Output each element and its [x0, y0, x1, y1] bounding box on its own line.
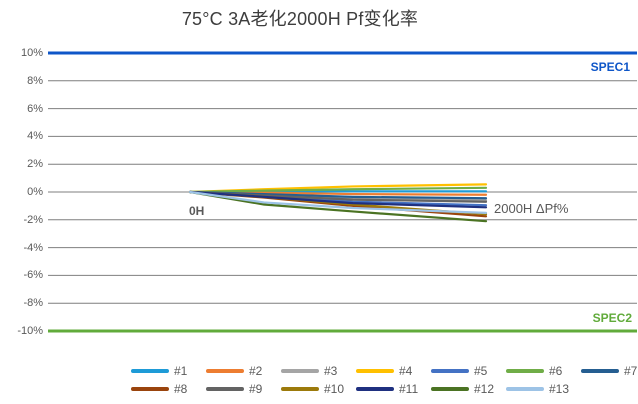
legend-marker-icon — [131, 387, 169, 391]
y-axis-label--2%: -2% — [23, 213, 43, 226]
y-axis-label-6%: 6% — [27, 102, 43, 115]
legend-item-num2: #2 — [206, 364, 281, 378]
legend-marker-icon — [356, 369, 394, 373]
legend-item-num11: #11 — [356, 382, 431, 396]
legend-label: #6 — [549, 364, 563, 378]
legend-marker-icon — [431, 369, 469, 373]
legend-label: #8 — [174, 382, 188, 396]
legend-marker-icon — [356, 387, 394, 391]
legend: #1 #2 #3 #4 #5 #6 #7 #8 #9 #10 #11 #12 #13 — [0, 362, 638, 398]
legend-label: #1 — [174, 364, 188, 378]
legend-item-num12: #12 — [431, 382, 506, 396]
legend-label: #11 — [399, 382, 419, 396]
legend-marker-icon — [131, 369, 169, 373]
legend-item-num13: #13 — [506, 382, 581, 396]
legend-label: #12 — [474, 382, 495, 396]
series-line-num13 — [188, 190, 488, 214]
legend-marker-icon — [206, 387, 244, 391]
legend-item-num4: #4 — [356, 364, 431, 378]
legend-label: #5 — [474, 364, 488, 378]
legend-label: #10 — [324, 382, 345, 396]
legend-item-num3: #3 — [281, 364, 356, 378]
legend-marker-icon — [506, 387, 544, 391]
legend-item-num6: #6 — [506, 364, 581, 378]
y-axis-label-4%: 4% — [27, 130, 43, 143]
y-axis-label--8%: -8% — [23, 297, 43, 310]
y-axis-label-0%: 0% — [27, 186, 43, 198]
legend-item-num10: #10 — [281, 382, 356, 396]
legend-marker-icon — [206, 369, 244, 373]
legend-marker-icon — [281, 369, 319, 373]
series-line-num11 — [188, 190, 488, 209]
legend-label: #3 — [324, 364, 338, 378]
spec2-label: SPEC2 — [592, 311, 632, 325]
y-axis-label--4%: -4% — [23, 241, 43, 254]
legend-marker-icon — [431, 387, 469, 391]
legend-item-num7: #7 — [581, 364, 638, 378]
legend-row-1: #1 #2 #3 #4 #5 #6 #7 — [0, 362, 638, 380]
legend-label: #4 — [399, 364, 413, 378]
y-axis-label-2%: 2% — [27, 158, 43, 171]
series-line-num6 — [188, 186, 488, 194]
annotation-start-0h: 0H — [189, 204, 205, 218]
legend-label: #9 — [249, 382, 263, 396]
legend-item-num1: #1 — [131, 364, 206, 378]
legend-item-num9: #9 — [206, 382, 281, 396]
legend-row-2: #8 #9 #10 #11 #12 #13 — [0, 380, 638, 398]
legend-item-num8: #8 — [131, 382, 206, 396]
legend-item-num5: #5 — [431, 364, 506, 378]
y-axis-label--10%: -10% — [17, 325, 43, 337]
legend-label: #13 — [549, 382, 570, 396]
spec1-label: SPEC1 — [590, 60, 630, 74]
legend-marker-icon — [281, 387, 319, 391]
legend-marker-icon — [581, 369, 619, 373]
legend-label: #2 — [249, 364, 263, 378]
y-axis-label-8%: 8% — [27, 74, 43, 87]
y-axis-label-10%: 10% — [20, 47, 43, 59]
annotation-end-2000h-dpf: 2000H ΔPf% — [494, 201, 569, 216]
y-axis-label--6%: -6% — [23, 269, 43, 282]
chart-title: 75°C 3A老化2000H Pf变化率 — [181, 9, 419, 29]
legend-label: #7 — [624, 364, 638, 378]
legend-marker-icon — [506, 369, 544, 373]
